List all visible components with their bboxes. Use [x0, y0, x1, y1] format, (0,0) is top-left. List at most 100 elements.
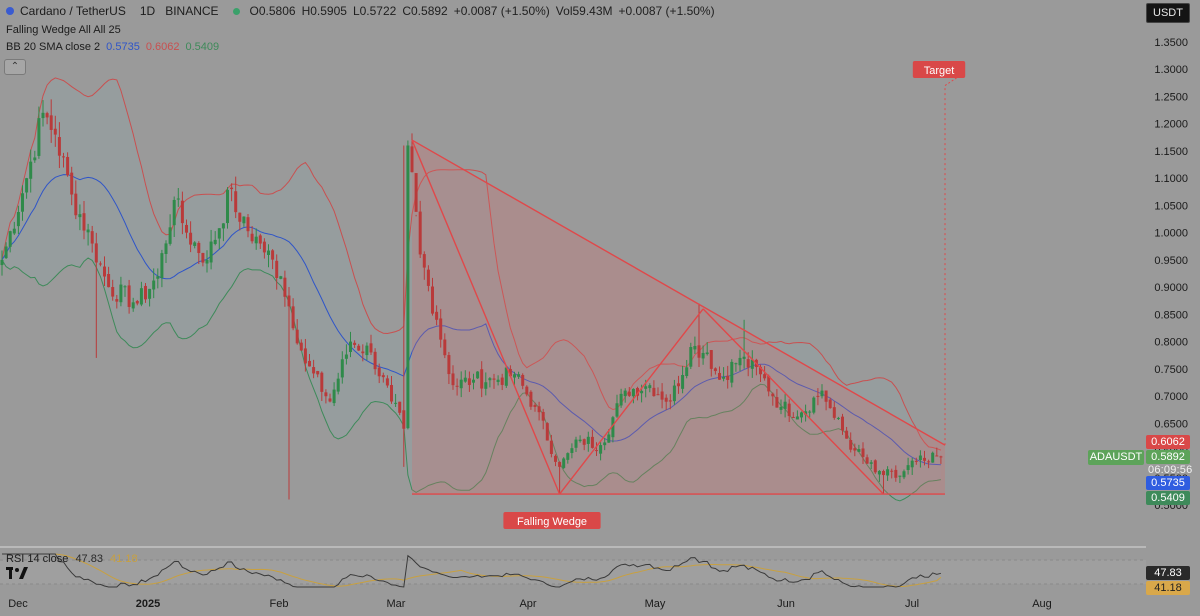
candle — [599, 441, 603, 461]
candle — [890, 468, 894, 479]
candle — [135, 299, 139, 306]
candle-body — [308, 360, 311, 367]
bb-label[interactable]: BB 20 SMA close 2 — [6, 41, 101, 53]
candle-body — [521, 374, 525, 386]
candle — [242, 216, 246, 227]
candle — [820, 384, 824, 399]
bb-band-fill — [2, 77, 941, 501]
candle-body — [722, 376, 726, 379]
candle — [267, 244, 270, 268]
indicator-name[interactable]: Falling Wedge All All 25 — [6, 24, 121, 36]
candle-body — [340, 359, 344, 378]
candle — [902, 469, 906, 480]
falling-wedge-label-bg — [503, 512, 601, 529]
interval-label[interactable]: 1D — [139, 4, 156, 18]
candle-body — [377, 367, 381, 377]
candle — [857, 444, 861, 453]
candle — [209, 229, 213, 270]
candle-body — [726, 375, 730, 380]
candle-body — [582, 439, 586, 445]
candle — [648, 383, 652, 393]
candle-body — [115, 299, 119, 302]
candle-body — [271, 250, 275, 260]
candle — [689, 342, 693, 370]
candle — [62, 152, 65, 168]
candle-body — [152, 280, 156, 290]
candle — [525, 385, 529, 397]
candle — [927, 459, 931, 469]
candle-body — [631, 388, 635, 397]
time-axis[interactable]: Dec 2025 Feb Mar Apr May Jun Jul Aug — [8, 598, 1052, 610]
tradingview-logo[interactable] — [6, 566, 28, 583]
candle — [180, 191, 184, 235]
candle — [484, 372, 488, 396]
price-tick-label: 1.2000 — [1154, 119, 1188, 131]
candle-body — [615, 403, 619, 417]
candle-body — [8, 231, 12, 247]
candle-body — [418, 211, 422, 255]
candle-body — [402, 410, 406, 429]
candle — [451, 365, 455, 390]
candle-body — [488, 378, 492, 381]
candle-body — [279, 276, 283, 279]
candle-body — [558, 461, 562, 467]
rsi-label[interactable]: RSI 14 close — [6, 553, 69, 565]
candle — [213, 231, 217, 246]
bar-countdown: 06:09:56 — [1148, 464, 1193, 476]
candle — [877, 470, 881, 482]
candle-body — [373, 351, 377, 370]
candle-body — [607, 434, 611, 443]
candle — [783, 394, 787, 418]
indicator-legend[interactable]: Falling Wedge All All 25 — [6, 24, 121, 36]
candle — [869, 459, 873, 470]
candle — [217, 228, 221, 250]
candle — [324, 389, 328, 404]
candle — [513, 371, 516, 387]
candle-body — [533, 405, 537, 407]
candle — [131, 297, 135, 312]
rsi-pane[interactable] — [0, 553, 1146, 588]
candle — [283, 270, 287, 307]
candle — [127, 279, 131, 314]
candle-body — [619, 393, 623, 406]
candle-body — [332, 389, 336, 404]
candle-body — [931, 452, 935, 463]
candle-body — [590, 436, 594, 448]
candle-body — [365, 345, 369, 356]
market-open-icon — [232, 7, 240, 15]
candle — [738, 349, 742, 372]
candle-body — [303, 348, 307, 364]
candle-body — [652, 387, 656, 397]
currency-selector[interactable]: USDT — [1146, 3, 1190, 23]
time-tick-label: 2025 — [136, 598, 160, 610]
rsi-legend[interactable]: RSI 14 close 47.83 41.18 — [6, 553, 138, 565]
candle-body — [320, 372, 324, 392]
candle-body — [406, 145, 410, 429]
candle — [939, 455, 943, 464]
falling-wedge-pattern — [412, 140, 945, 495]
candle-body — [500, 377, 504, 385]
price-tick-label: 1.2500 — [1154, 91, 1188, 103]
collapse-legend-button[interactable]: ⌃ — [4, 59, 26, 75]
candle-body — [66, 156, 70, 176]
rsi-value: 47.83 — [75, 553, 103, 565]
candle-body — [890, 470, 894, 472]
candle — [447, 351, 451, 385]
candle — [144, 283, 147, 303]
candle-body — [767, 375, 771, 392]
candle — [398, 401, 402, 416]
symbol-name[interactable]: Cardano / TetherUS — [20, 4, 126, 18]
cardano-logo-icon — [6, 7, 14, 15]
candle — [152, 268, 156, 299]
candle — [328, 393, 332, 403]
candle — [410, 133, 414, 173]
candle-body — [336, 378, 340, 392]
candle-body — [410, 146, 414, 173]
candle-body — [513, 374, 516, 378]
candle — [431, 277, 434, 316]
bb-legend[interactable]: BB 20 SMA close 2 0.5735 0.6062 0.5409 — [6, 41, 219, 53]
candle — [275, 254, 279, 290]
candle-body — [734, 363, 738, 365]
candle-body — [291, 306, 295, 329]
